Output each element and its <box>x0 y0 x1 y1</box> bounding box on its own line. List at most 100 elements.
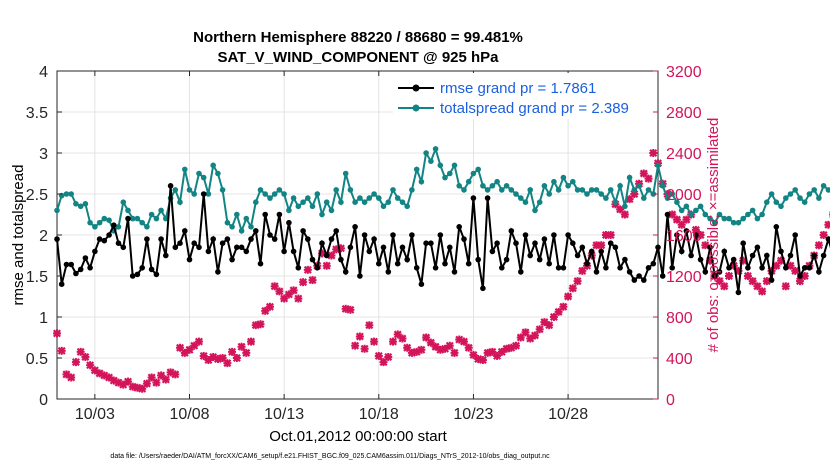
obs-marker <box>743 272 752 280</box>
series-totalspread-point <box>820 183 827 189</box>
series-rmse-point <box>565 232 571 238</box>
series-rmse-point <box>186 256 193 263</box>
series-totalspread-point <box>177 199 183 205</box>
series-totalspread-point <box>248 224 254 230</box>
obs-marker <box>374 351 383 360</box>
series-rmse-point <box>276 211 283 218</box>
series-rmse-point <box>243 248 250 255</box>
series-totalspread-point <box>707 215 713 222</box>
obs-marker <box>398 334 407 343</box>
series-totalspread-point <box>148 211 155 218</box>
obs-marker <box>393 330 402 339</box>
obs-marker <box>161 375 170 384</box>
series-totalspread-point <box>626 174 633 181</box>
series-rmse-point <box>768 277 775 283</box>
series-layer <box>53 145 830 393</box>
obs-marker <box>720 282 729 291</box>
series-rmse-point <box>129 273 136 279</box>
y-tick-label-8: 4 <box>39 64 48 81</box>
series-totalspread-point <box>447 170 453 177</box>
series-rmse-point <box>447 244 453 251</box>
series-totalspread-point <box>200 174 207 181</box>
series-totalspread-point <box>54 207 60 214</box>
series-rmse-point <box>376 260 382 267</box>
series-rmse <box>54 183 830 296</box>
obs-marker <box>530 331 539 340</box>
obs-marker <box>237 342 246 351</box>
series-rmse-point <box>555 265 562 271</box>
series-totalspread-point <box>664 195 671 201</box>
series-totalspread-point <box>655 162 661 169</box>
series-rmse-point <box>778 248 784 255</box>
series-totalspread-point <box>674 199 680 205</box>
obs-marker <box>384 352 393 361</box>
series-totalspread-point <box>295 203 302 210</box>
series-totalspread-point <box>423 150 429 156</box>
series-rmse-point <box>380 244 387 251</box>
series-totalspread-point <box>134 215 141 222</box>
obs-marker <box>521 328 530 337</box>
series-rmse-point <box>290 248 297 255</box>
series-rmse-point <box>560 265 567 271</box>
obs-marker <box>351 341 360 350</box>
series-totalspread-point <box>371 191 377 197</box>
series-totalspread-point <box>669 191 675 197</box>
series-totalspread-point <box>219 187 226 193</box>
series-totalspread-point <box>764 199 770 205</box>
y-tick-label-0: 0 <box>39 392 48 409</box>
series-totalspread-point <box>229 224 235 230</box>
series-totalspread-point <box>783 195 789 201</box>
series-totalspread-point <box>428 158 434 164</box>
series-rmse-point <box>801 265 808 271</box>
series-rmse-point <box>570 240 576 246</box>
series-rmse-point <box>357 273 363 279</box>
series-rmse-point <box>200 191 207 197</box>
series-rmse-point <box>475 256 482 263</box>
series-totalspread-point <box>641 195 647 201</box>
series-rmse-point <box>58 281 65 288</box>
series-rmse-point <box>338 256 344 263</box>
series-totalspread-point <box>565 183 571 189</box>
series-rmse-point <box>726 265 732 271</box>
series-totalspread-point <box>224 219 231 226</box>
obs-marker <box>672 215 681 224</box>
obs-marker <box>564 292 573 301</box>
series-totalspread-point <box>432 146 439 152</box>
obs-marker <box>559 302 568 311</box>
obs-marker <box>568 284 577 293</box>
series-totalspread-point <box>465 178 472 185</box>
series-totalspread-point <box>276 187 283 193</box>
series-totalspread-point <box>787 191 794 197</box>
obs-marker <box>753 282 762 291</box>
series-rmse-point <box>461 236 467 242</box>
series-rmse-point <box>352 224 358 230</box>
series-totalspread-point <box>588 187 595 193</box>
series-totalspread-point <box>314 191 321 197</box>
series-totalspread-point <box>196 170 202 177</box>
x-tick-label-5: 10/28 <box>548 406 588 423</box>
series-rmse-point <box>584 260 590 267</box>
series-rmse-point <box>787 252 794 259</box>
series-rmse-point <box>508 228 515 234</box>
series-rmse-point <box>783 265 789 271</box>
series-totalspread-point <box>390 187 396 193</box>
series-totalspread-point <box>456 183 463 189</box>
obs-marker <box>142 379 151 388</box>
series-totalspread-point <box>87 219 93 226</box>
obs-marker <box>493 351 502 360</box>
legend-label-spread: totalspread grand pr = 2.389 <box>440 100 629 117</box>
series-totalspread-point <box>518 195 524 201</box>
y-right-tick-label-6: 2400 <box>666 146 702 163</box>
series-rmse-point <box>499 265 505 271</box>
series-totalspread-point <box>380 203 387 210</box>
series-rmse-point <box>257 260 264 267</box>
series-totalspread-point <box>622 203 628 210</box>
obs-marker <box>81 352 90 361</box>
x-tick-label-3: 10/18 <box>359 406 399 423</box>
series-totalspread-point <box>574 187 581 193</box>
series-rmse-point <box>68 261 74 268</box>
series-totalspread-point <box>262 191 269 197</box>
series-rmse-point <box>394 260 401 267</box>
legend: rmse grand pr = 1.7861 totalspread grand… <box>393 73 653 119</box>
